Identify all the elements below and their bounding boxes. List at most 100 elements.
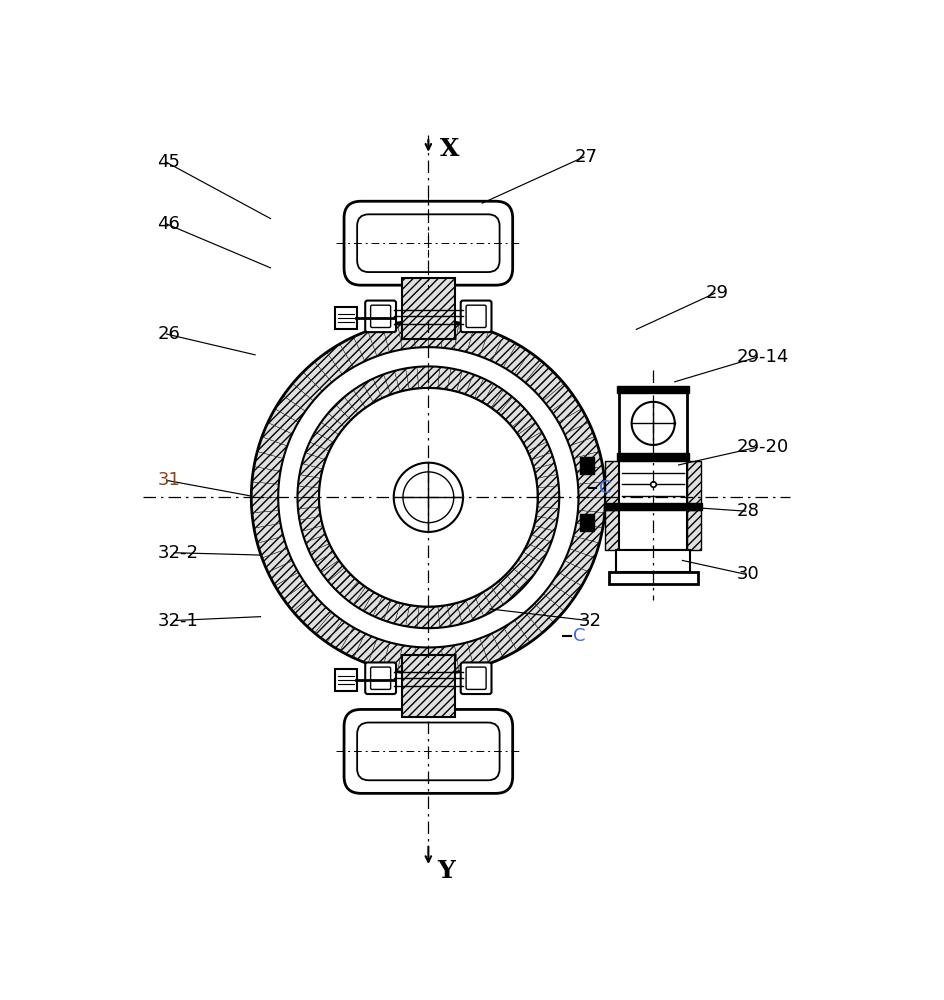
Wedge shape xyxy=(503,344,530,374)
Wedge shape xyxy=(573,451,603,471)
Wedge shape xyxy=(528,442,551,460)
Wedge shape xyxy=(275,572,305,599)
Wedge shape xyxy=(544,383,573,411)
Wedge shape xyxy=(261,549,293,572)
Text: 30: 30 xyxy=(736,565,759,583)
Wedge shape xyxy=(492,627,517,658)
Bar xyxy=(580,457,594,474)
Text: 31: 31 xyxy=(158,471,180,489)
Wedge shape xyxy=(536,507,559,520)
Wedge shape xyxy=(258,536,287,558)
Wedge shape xyxy=(406,605,419,628)
Wedge shape xyxy=(327,620,353,651)
Bar xyxy=(619,461,687,507)
Wedge shape xyxy=(536,475,559,488)
Wedge shape xyxy=(512,413,535,435)
Wedge shape xyxy=(397,645,415,674)
Wedge shape xyxy=(251,497,278,513)
Wedge shape xyxy=(368,326,390,356)
Wedge shape xyxy=(503,620,530,651)
Text: C: C xyxy=(599,479,612,497)
Bar xyxy=(609,572,698,584)
Text: 26: 26 xyxy=(158,325,180,343)
Wedge shape xyxy=(514,612,542,642)
Wedge shape xyxy=(254,523,283,543)
Wedge shape xyxy=(293,372,322,401)
Wedge shape xyxy=(457,371,473,395)
Wedge shape xyxy=(254,451,283,471)
Wedge shape xyxy=(528,535,551,553)
FancyBboxPatch shape xyxy=(466,667,486,689)
Wedge shape xyxy=(383,600,400,624)
FancyBboxPatch shape xyxy=(335,669,357,691)
Wedge shape xyxy=(362,379,382,403)
Wedge shape xyxy=(258,437,287,458)
Wedge shape xyxy=(480,633,503,664)
Wedge shape xyxy=(447,368,463,392)
FancyBboxPatch shape xyxy=(371,667,391,689)
Bar xyxy=(605,510,619,550)
Wedge shape xyxy=(299,516,323,531)
Wedge shape xyxy=(569,536,599,558)
Wedge shape xyxy=(413,320,429,348)
Bar xyxy=(617,453,689,461)
Wedge shape xyxy=(534,516,557,531)
Wedge shape xyxy=(345,581,365,605)
Text: 29: 29 xyxy=(705,284,729,302)
Wedge shape xyxy=(297,497,319,509)
Wedge shape xyxy=(310,544,333,563)
Wedge shape xyxy=(578,482,605,497)
Wedge shape xyxy=(329,568,351,590)
Wedge shape xyxy=(531,526,555,542)
Bar xyxy=(617,386,689,393)
Wedge shape xyxy=(321,560,345,581)
Bar xyxy=(402,278,455,339)
Wedge shape xyxy=(353,384,374,408)
Bar xyxy=(616,550,690,572)
Wedge shape xyxy=(336,397,358,420)
Wedge shape xyxy=(283,583,313,611)
Wedge shape xyxy=(551,396,582,422)
Wedge shape xyxy=(442,321,459,349)
Wedge shape xyxy=(303,362,332,391)
Wedge shape xyxy=(340,337,365,367)
Wedge shape xyxy=(298,507,321,520)
Wedge shape xyxy=(261,422,293,446)
Bar xyxy=(605,461,619,507)
Text: 46: 46 xyxy=(158,215,180,233)
Wedge shape xyxy=(382,323,402,352)
Wedge shape xyxy=(327,344,353,374)
Wedge shape xyxy=(454,323,474,352)
Wedge shape xyxy=(251,482,278,497)
Wedge shape xyxy=(305,442,329,460)
Wedge shape xyxy=(573,523,603,543)
Wedge shape xyxy=(302,526,326,542)
Wedge shape xyxy=(345,390,365,414)
Wedge shape xyxy=(397,321,415,349)
Text: 27: 27 xyxy=(575,148,598,166)
Wedge shape xyxy=(576,510,605,528)
Wedge shape xyxy=(467,326,489,356)
Wedge shape xyxy=(565,549,595,572)
Wedge shape xyxy=(298,475,321,488)
Wedge shape xyxy=(417,366,429,388)
Wedge shape xyxy=(373,596,391,620)
Text: C: C xyxy=(573,627,585,645)
Wedge shape xyxy=(321,413,345,435)
FancyBboxPatch shape xyxy=(344,201,513,285)
Wedge shape xyxy=(413,647,429,674)
Bar xyxy=(619,510,687,550)
Text: Y: Y xyxy=(438,859,455,883)
Text: 32: 32 xyxy=(579,611,601,630)
Wedge shape xyxy=(565,422,595,446)
Wedge shape xyxy=(475,592,494,616)
Wedge shape xyxy=(525,362,553,391)
Bar xyxy=(580,514,594,531)
Wedge shape xyxy=(537,497,559,509)
Wedge shape xyxy=(293,594,322,623)
Wedge shape xyxy=(559,409,589,434)
Wedge shape xyxy=(315,552,339,572)
Bar xyxy=(619,389,687,457)
Bar xyxy=(687,510,701,550)
Wedge shape xyxy=(314,612,343,642)
